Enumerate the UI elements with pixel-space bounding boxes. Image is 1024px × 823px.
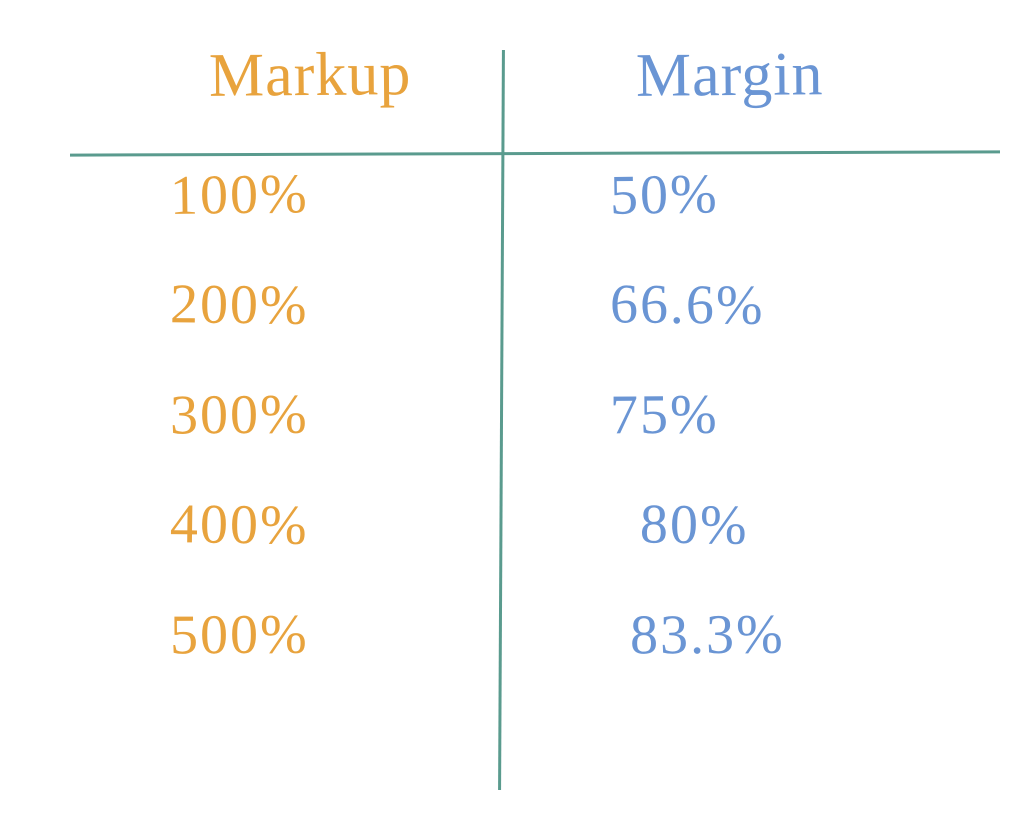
margin-column: Margin 50% 66.6% 75% 80% 83.3% — [530, 40, 930, 713]
margin-cell: 75% — [610, 383, 719, 448]
margin-header: Margin — [636, 39, 824, 112]
margin-cell: 50% — [610, 162, 720, 228]
markup-cell: 200% — [170, 272, 309, 337]
margin-cell: 83.3% — [630, 603, 785, 668]
markup-margin-table: Markup 100% 200% 300% 400% 500% Margin 5… — [80, 40, 960, 800]
vertical-divider — [498, 50, 505, 790]
markup-cell: 500% — [170, 603, 309, 668]
margin-cell: 80% — [640, 492, 749, 557]
markup-column: Markup 100% 200% 300% 400% 500% — [140, 40, 480, 713]
markup-cell: 300% — [170, 383, 309, 448]
markup-header: Markup — [209, 39, 412, 112]
margin-cell: 66.6% — [610, 272, 765, 338]
markup-cell: 100% — [170, 162, 310, 228]
markup-cell: 400% — [170, 492, 309, 558]
